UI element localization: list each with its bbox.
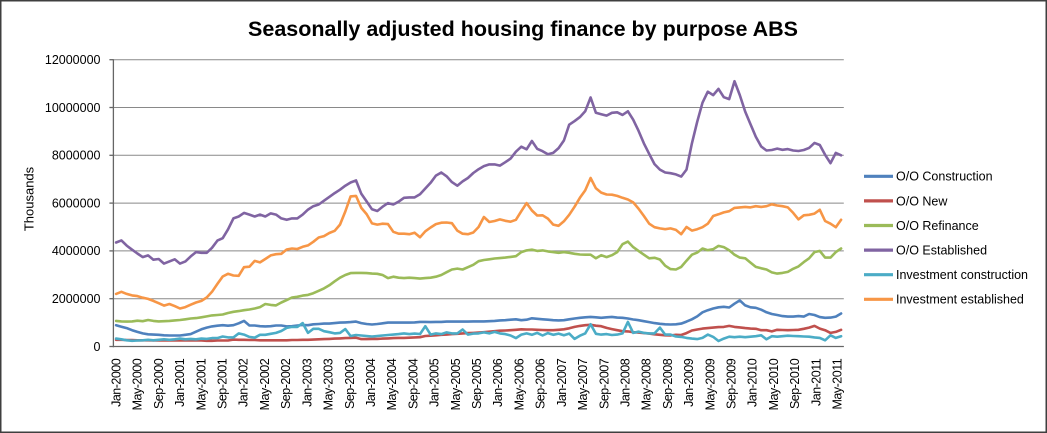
svg-text:Sep-2003: Sep-2003 (343, 358, 357, 409)
svg-text:May-2001: May-2001 (194, 358, 208, 410)
svg-text:Jan-2010: Jan-2010 (746, 358, 760, 407)
svg-text:Jan-2009: Jan-2009 (682, 358, 696, 407)
svg-text:May-2008: May-2008 (640, 358, 654, 410)
svg-text:Jan-2006: Jan-2006 (491, 358, 505, 407)
svg-text:May-2009: May-2009 (703, 358, 717, 410)
svg-text:Investment construction: Investment construction (896, 268, 1028, 282)
svg-text:Sep-2007: Sep-2007 (597, 358, 611, 409)
svg-text:Seasonally adjusted housing fi: Seasonally adjusted housing finance by p… (248, 17, 798, 41)
svg-text:Jan-2008: Jan-2008 (619, 358, 633, 407)
svg-text:Sep-2008: Sep-2008 (661, 358, 675, 409)
svg-text:12000000: 12000000 (45, 53, 101, 67)
svg-text:O/O Refinance: O/O Refinance (896, 219, 979, 233)
svg-text:Sep-2000: Sep-2000 (152, 358, 166, 409)
svg-text:Sep-2004: Sep-2004 (406, 358, 420, 409)
svg-text:May-2003: May-2003 (322, 358, 336, 410)
svg-text:O/O Construction: O/O Construction (896, 170, 993, 184)
svg-text:6000000: 6000000 (52, 196, 101, 210)
svg-text:Sep-2006: Sep-2006 (534, 358, 548, 409)
svg-text:Jan-2002: Jan-2002 (237, 358, 251, 407)
svg-text:8000000: 8000000 (52, 149, 101, 163)
svg-text:May-2002: May-2002 (258, 358, 272, 410)
svg-text:2000000: 2000000 (52, 292, 101, 306)
svg-text:Jan-2007: Jan-2007 (555, 358, 569, 407)
svg-text:Sep-2001: Sep-2001 (216, 358, 230, 409)
svg-text:Jan-2005: Jan-2005 (428, 358, 442, 407)
svg-text:10000000: 10000000 (45, 101, 101, 115)
svg-text:Jan-2004: Jan-2004 (364, 358, 378, 407)
svg-text:May-2007: May-2007 (576, 358, 590, 410)
svg-text:May-2006: May-2006 (513, 358, 527, 410)
svg-text:Sep-2005: Sep-2005 (470, 358, 484, 409)
svg-text:May-2005: May-2005 (449, 358, 463, 410)
svg-text:May-2004: May-2004 (385, 358, 399, 410)
svg-text:Jan-2001: Jan-2001 (173, 358, 187, 407)
svg-text:Jan-2003: Jan-2003 (300, 358, 314, 407)
svg-text:Thousands: Thousands (22, 166, 37, 231)
svg-text:May-2010: May-2010 (767, 358, 781, 410)
svg-text:0: 0 (94, 340, 101, 354)
svg-text:Sep-2002: Sep-2002 (279, 358, 293, 409)
svg-text:May-2011: May-2011 (831, 358, 845, 409)
svg-text:Sep-2010: Sep-2010 (788, 358, 802, 409)
svg-text:May-2000: May-2000 (131, 358, 145, 410)
svg-text:O/O New: O/O New (896, 194, 948, 208)
svg-text:4000000: 4000000 (52, 244, 101, 258)
svg-text:Investment established: Investment established (896, 293, 1024, 307)
svg-text:Sep-2009: Sep-2009 (725, 358, 739, 409)
svg-text:Jan-2000: Jan-2000 (110, 358, 124, 407)
svg-text:O/O Established: O/O Established (896, 244, 987, 258)
svg-text:Jan-2011: Jan-2011 (809, 358, 823, 406)
